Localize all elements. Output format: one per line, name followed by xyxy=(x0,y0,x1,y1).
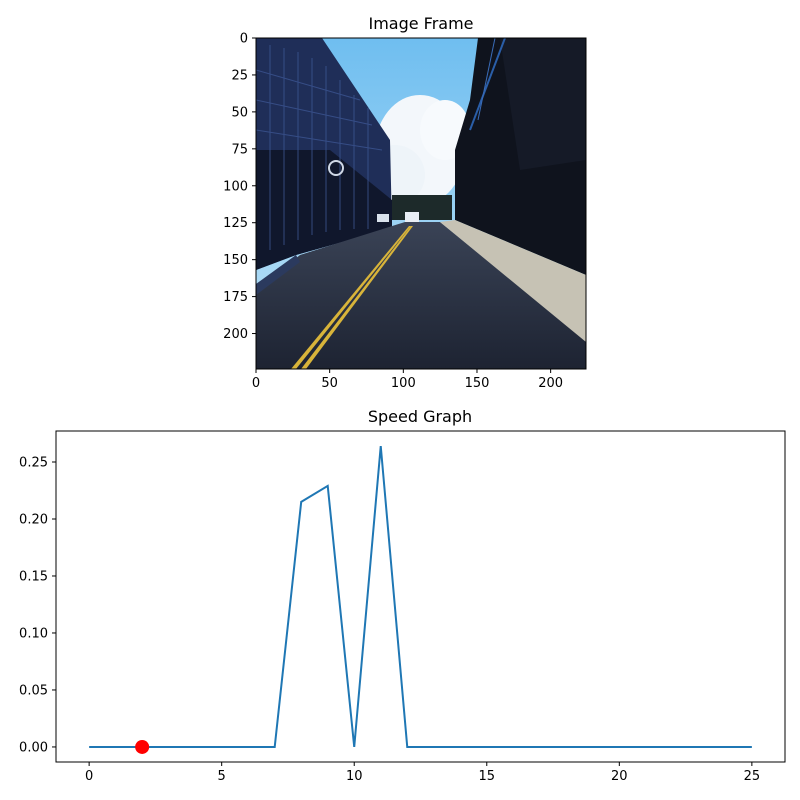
speed-y-tick-label: 0.10 xyxy=(19,626,48,641)
street-image xyxy=(256,38,586,369)
image-x-tick-label: 200 xyxy=(538,376,563,391)
power-line xyxy=(477,38,496,121)
speed-y-ticks: 0.00 0.05 0.10 0.15 0.20 0.25 xyxy=(19,456,56,755)
speed-y-tick-label: 0.20 xyxy=(19,512,48,527)
current-position-marker xyxy=(135,739,150,754)
speed-axes-frame xyxy=(55,430,786,763)
left-curb xyxy=(256,255,300,295)
image-y-tick-label: 100 xyxy=(223,179,248,194)
left-building-windows xyxy=(256,45,383,250)
trees xyxy=(392,195,452,220)
image-x-tick-label: 0 xyxy=(252,376,260,391)
image-y-tick-label: 125 xyxy=(223,216,248,231)
lane-line xyxy=(301,226,413,369)
speed-series-line xyxy=(89,445,752,748)
image-x-tick-label: 150 xyxy=(465,376,490,391)
speed-x-tick-label: 5 xyxy=(218,769,226,784)
image-x-tick-label: 100 xyxy=(391,376,416,391)
image-y-ticks: 0 25 50 75 100 125 150 175 200 xyxy=(223,32,256,342)
sidewalk xyxy=(440,220,586,342)
image-frame-title: Image Frame xyxy=(368,14,473,33)
image-x-ticks: 0 50 100 150 200 xyxy=(252,369,563,391)
speed-y-tick-label: 0.25 xyxy=(19,456,48,471)
image-y-tick-label: 150 xyxy=(223,253,248,268)
street-lamp xyxy=(328,160,344,176)
lane-line xyxy=(291,226,411,369)
image-y-tick-label: 0 xyxy=(240,32,248,47)
right-building-dark xyxy=(500,38,586,170)
speed-y-tick-label: 0.00 xyxy=(19,740,48,755)
image-y-tick-label: 50 xyxy=(231,105,248,120)
power-line xyxy=(469,38,506,131)
speed-y-tick-label: 0.15 xyxy=(19,569,48,584)
speed-x-tick-label: 25 xyxy=(744,769,761,784)
speed-x-tick-label: 15 xyxy=(478,769,495,784)
image-y-tick-label: 25 xyxy=(231,68,248,83)
image-x-tick-label: 50 xyxy=(321,376,338,391)
speed-x-tick-label: 20 xyxy=(611,769,628,784)
image-y-tick-label: 175 xyxy=(223,290,248,305)
car xyxy=(405,212,419,222)
speed-y-tick-label: 0.05 xyxy=(19,683,48,698)
car xyxy=(377,214,389,222)
speed-x-tick-label: 10 xyxy=(346,769,363,784)
left-building-shadow xyxy=(256,150,392,270)
speed-x-ticks: 0 5 10 15 20 25 xyxy=(85,762,760,784)
speed-graph-title: Speed Graph xyxy=(368,407,472,426)
road xyxy=(256,222,586,369)
image-y-tick-label: 75 xyxy=(231,142,248,157)
image-axes-frame xyxy=(255,37,587,370)
image-y-tick-label: 200 xyxy=(223,327,248,342)
speed-x-tick-label: 0 xyxy=(85,769,93,784)
